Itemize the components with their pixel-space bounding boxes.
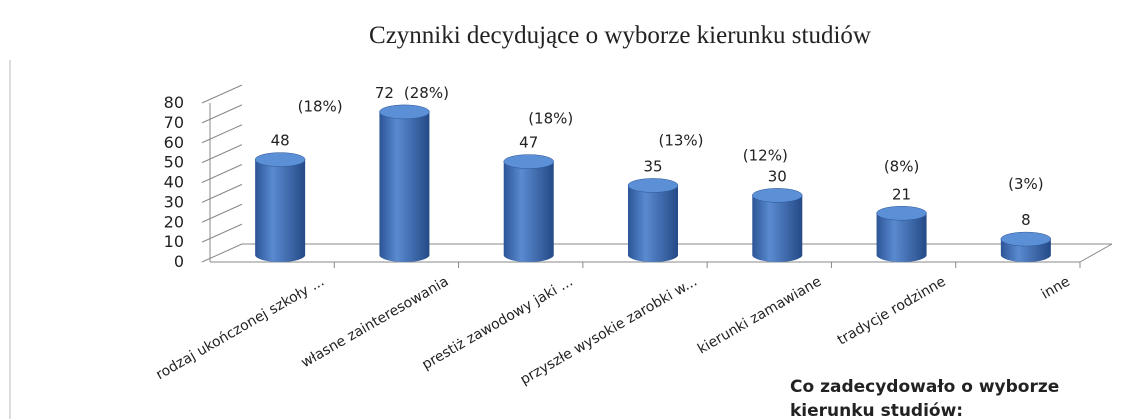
tick-mark (201, 183, 243, 203)
bar-top (876, 206, 927, 221)
percent-label: (13%) (658, 131, 703, 149)
y-tick-label: 20 (164, 212, 184, 231)
y-tick-label: 40 (164, 173, 184, 192)
y-tick-label: 60 (164, 133, 184, 152)
floor-right (1079, 243, 1113, 263)
bar (876, 213, 927, 262)
x-tick-label: rodzaj ukończonej szkoły ... (153, 274, 327, 384)
percent-label: (12%) (743, 146, 788, 164)
percent-label: (18%) (298, 98, 343, 116)
bar-top (503, 154, 554, 169)
tick-mark (201, 203, 243, 223)
bar-top (627, 178, 679, 193)
value-label: 35 (643, 157, 662, 175)
bar-top (254, 152, 306, 167)
annotation: Co zadecydowało o wyborze (790, 377, 1059, 397)
bar (503, 161, 554, 262)
percent-label: (18%) (528, 110, 573, 128)
bar (379, 111, 430, 262)
value-label: 47 (519, 134, 538, 152)
x-tick-label: inne (1039, 274, 1073, 303)
tick-mark (201, 164, 243, 183)
tick-mark (201, 104, 243, 124)
value-label: 30 (768, 167, 787, 185)
y-tick-label: 0 (174, 252, 184, 271)
chart-title: Czynniki decydujące o wyborze kierunku s… (369, 22, 871, 49)
percent-label: (8%) (884, 157, 920, 175)
tick-mark (201, 243, 243, 263)
percent-label: (28%) (404, 84, 449, 102)
bar (752, 195, 803, 262)
tick-mark (201, 144, 243, 164)
bar-top (379, 104, 430, 120)
y-tick-label: 50 (164, 153, 184, 172)
bar-top (752, 188, 803, 203)
y-tick-label: 30 (164, 192, 184, 211)
bar-top (1000, 231, 1052, 247)
value-label: 21 (892, 185, 911, 203)
y-tick-label: 10 (164, 232, 184, 251)
bar (255, 159, 306, 262)
x-tick-label: tradycje rodzinne (835, 274, 949, 349)
value-label: 72 (375, 84, 394, 102)
annotation: kierunku studiów: (790, 401, 963, 419)
tick-mark (201, 223, 243, 243)
tick-mark (201, 84, 243, 104)
value-label: 8 (1021, 211, 1031, 229)
y-tick-label: 80 (164, 93, 184, 112)
x-tick-label: kierunki zamawiane (695, 274, 824, 358)
tick-mark (201, 124, 243, 144)
bar (628, 185, 678, 262)
value-label: 48 (271, 132, 290, 150)
y-tick-label: 70 (164, 113, 184, 132)
percent-label: (3%) (1008, 175, 1044, 193)
